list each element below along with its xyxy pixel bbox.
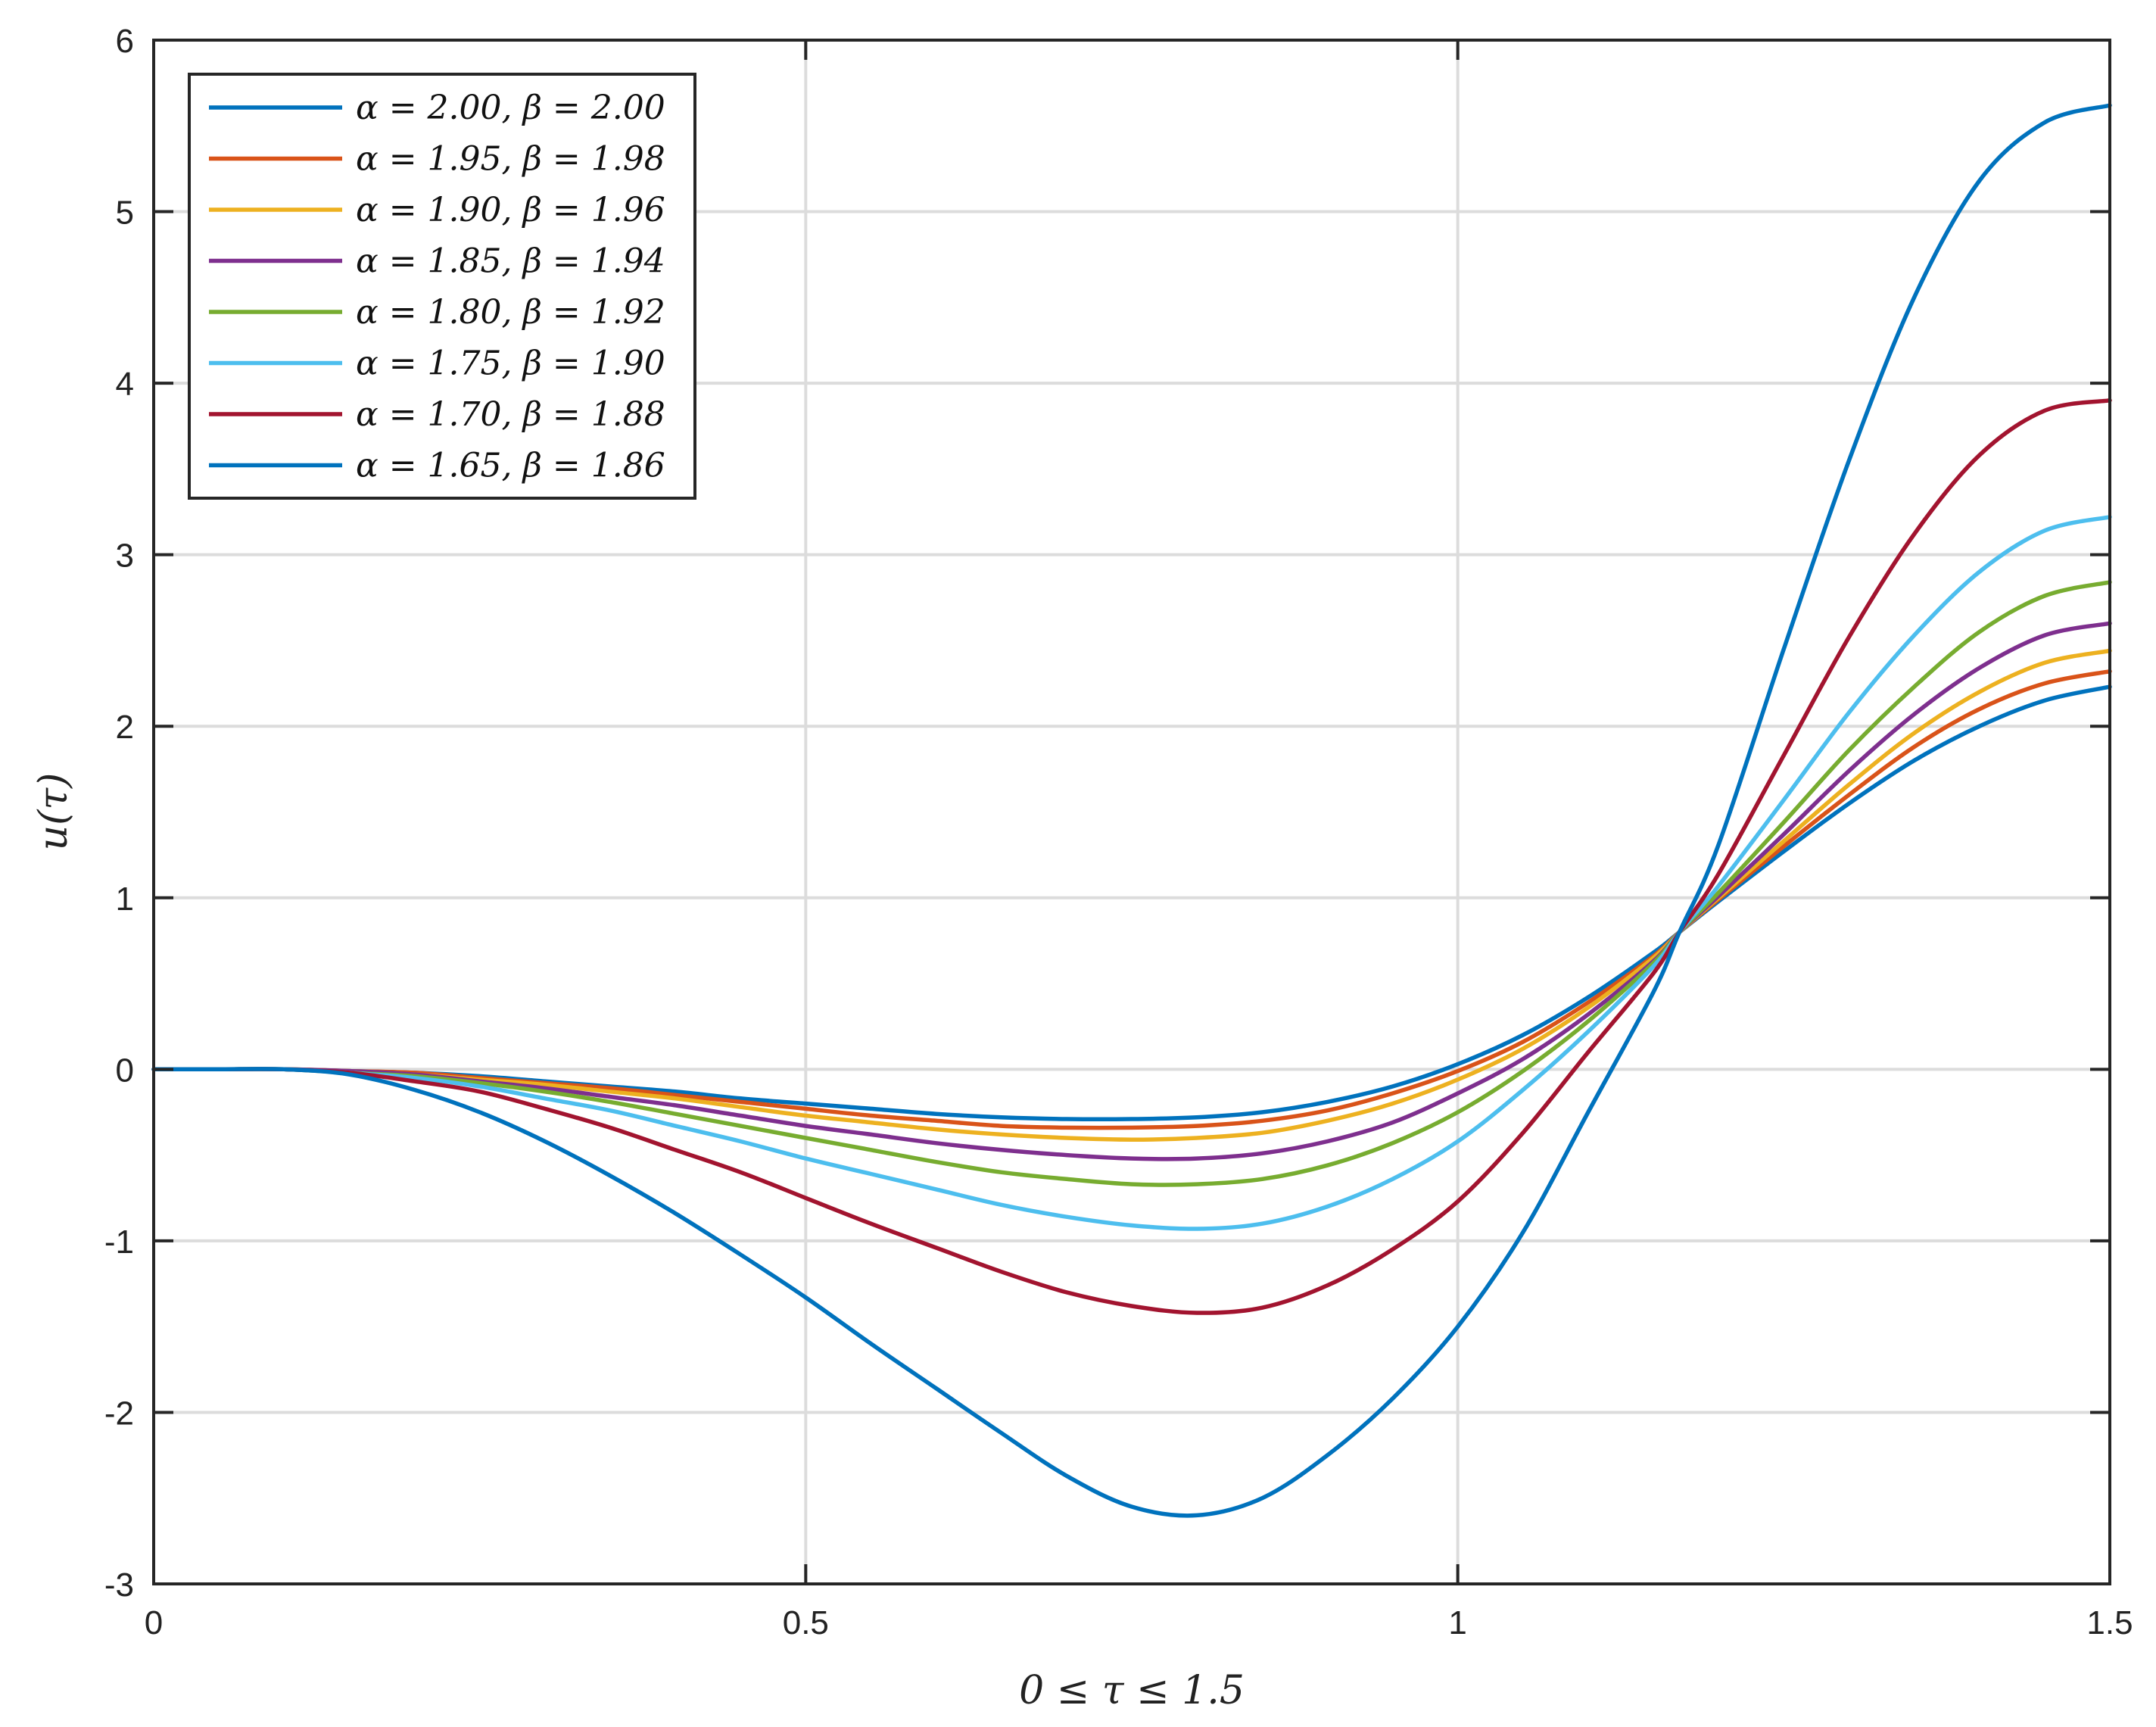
series-alpha-1-70-line [151, 398, 2112, 1315]
y-tick-label: 5 [116, 195, 134, 232]
legend-entry-label: α = 2.00, β = 2.00 [356, 89, 665, 127]
x-tick-labels: 0 0.5 1 1.5 [145, 1604, 2133, 1641]
series-alpha-1-65-line [151, 103, 2112, 1518]
legend-box [188, 73, 696, 500]
y-tick-label: 6 [116, 23, 134, 60]
legend-entry-label: α = 1.65, β = 1.86 [356, 447, 665, 485]
legend: α = 2.00, β = 2.00 α = 1.95, β = 1.98 α = … [188, 73, 696, 500]
legend-entry-label: α = 1.75, β = 1.90 [356, 344, 665, 383]
y-axis-label: u(τ) [31, 773, 76, 851]
legend-entry-label: α = 1.80, β = 1.92 [356, 293, 665, 332]
plot-area-frame [152, 39, 2111, 1585]
legend-entry-label: α = 1.95, β = 1.98 [356, 140, 665, 179]
y-tick-label: 1 [116, 881, 134, 918]
axis-ticks [152, 39, 2111, 1585]
series-alpha-1-90-line [151, 648, 2112, 1142]
y-tick-label: -1 [104, 1224, 134, 1261]
series-alpha-1-80-line [151, 580, 2112, 1187]
x-tick-label: 0.5 [783, 1604, 829, 1641]
series-alpha-1-75-line [151, 515, 2112, 1231]
series-alpha-1-95-line [151, 669, 2112, 1130]
legend-entry-label: α = 1.90, β = 1.96 [356, 191, 665, 229]
legend-entry-label: α = 1.85, β = 1.94 [356, 242, 665, 281]
x-tick-label: 1.5 [2086, 1604, 2133, 1641]
y-tick-label: 2 [116, 709, 134, 746]
y-tick-labels: -3 -2 -1 0 1 2 3 4 5 6 [104, 23, 134, 1604]
y-tick-label: 0 [116, 1052, 134, 1089]
x-axis-label: 0 ≤ τ ≤ 1.5 [1019, 1668, 1245, 1713]
y-tick-label: -2 [104, 1395, 134, 1432]
y-tick-label: 3 [116, 538, 134, 575]
legend-entry-label: α = 1.70, β = 1.88 [356, 395, 665, 434]
series-alpha-2-00-line [151, 684, 2112, 1122]
series-lines [151, 103, 2112, 1518]
y-tick-label: 4 [116, 366, 134, 403]
x-tick-label: 0 [145, 1604, 163, 1641]
y-tick-label: -3 [104, 1566, 134, 1604]
x-tick-label: 1 [1448, 1604, 1466, 1641]
